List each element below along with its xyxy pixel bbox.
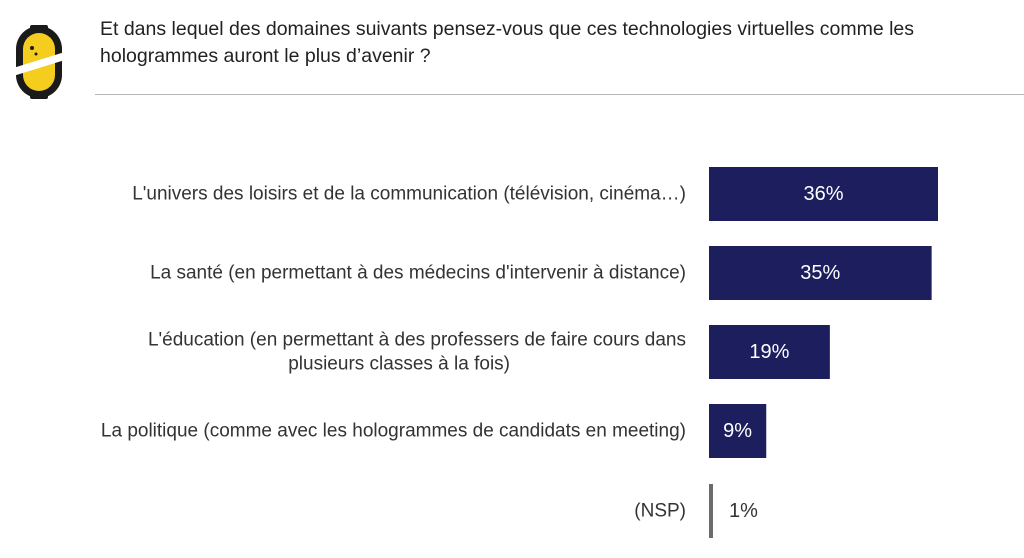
chart-value-label: 1%: [729, 500, 758, 522]
title-divider: [95, 94, 1024, 95]
question-line: hologrammes auront le plus d’avenir ?: [100, 45, 431, 67]
chart-category-label: (NSP): [634, 501, 686, 522]
question-line: Et dans lequel des domaines suivants pen…: [100, 18, 915, 40]
chart-category-label: La santé (en permettant à des médecins d…: [150, 263, 686, 284]
logo-emblem-icon: [10, 25, 68, 99]
chart-value-label: 35%: [800, 262, 840, 284]
chart-bar: [709, 246, 932, 300]
chart-category-label: La politique (comme avec les hologrammes…: [101, 421, 686, 442]
chart-value-label: 19%: [749, 341, 789, 363]
brand-logo: [10, 25, 68, 99]
chart-value-label: 9%: [723, 420, 752, 442]
chart-category-label: L'univers des loisirs et de la communica…: [132, 184, 686, 205]
chart-category-label: L'éducation (en permettant à des profess…: [148, 330, 686, 351]
chart-bar: [709, 325, 830, 379]
question-title: Et dans lequel des domaines suivants pen…: [100, 16, 1020, 70]
chart-category-label: plusieurs classes à la fois): [288, 354, 510, 375]
chart-bar: [709, 404, 767, 458]
chart-bar: [709, 484, 713, 538]
chart-value-label: 36%: [803, 183, 843, 205]
chart-bar: [709, 167, 938, 221]
